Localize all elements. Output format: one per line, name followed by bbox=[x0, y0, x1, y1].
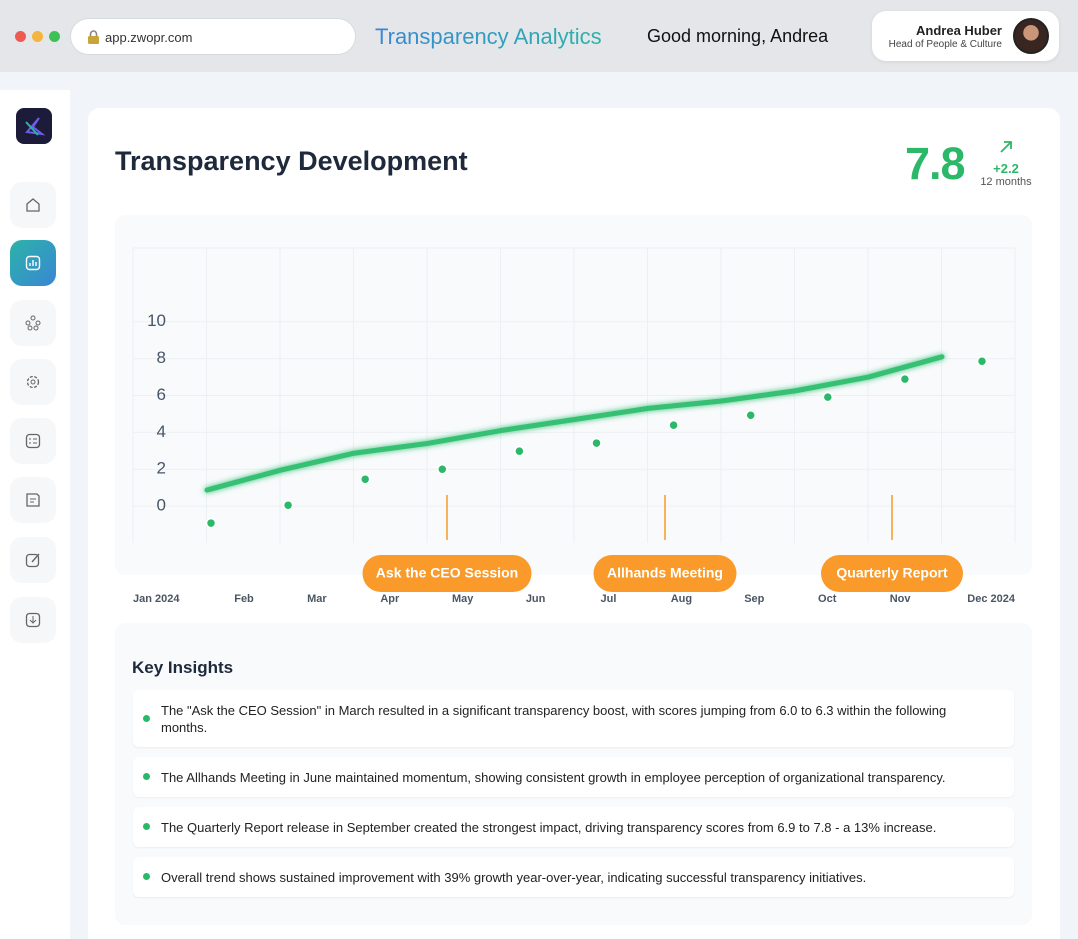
score-dot bbox=[899, 373, 911, 385]
x-tick-label: Mar bbox=[307, 593, 327, 605]
trend-line bbox=[204, 354, 945, 493]
score-dot bbox=[282, 499, 294, 511]
sidebar bbox=[0, 90, 70, 939]
score-dot bbox=[591, 437, 602, 449]
profile-card[interactable]: Andrea Huber Head of People & Culture bbox=[872, 11, 1059, 61]
avatar bbox=[1013, 18, 1049, 54]
y-tick-label: 2 bbox=[157, 459, 166, 478]
x-tick-label: Apr bbox=[380, 593, 400, 605]
insight-item: The Allhands Meeting in June maintained … bbox=[133, 757, 1014, 797]
score-dot bbox=[976, 355, 988, 367]
x-tick-label: Jun bbox=[526, 593, 546, 605]
y-tick-label: 8 bbox=[157, 348, 166, 367]
x-tick-label: Jul bbox=[601, 593, 617, 605]
app-title: Transparency Analytics bbox=[375, 24, 602, 49]
edit-icon bbox=[25, 553, 40, 568]
score-dot bbox=[205, 517, 217, 529]
insight-item: Overall trend shows sustained improvemen… bbox=[133, 857, 1014, 897]
event-pill bbox=[362, 555, 532, 592]
x-tick-label: Oct bbox=[818, 593, 837, 605]
nav-tasks[interactable] bbox=[10, 418, 56, 464]
event-label: Quarterly Report bbox=[836, 565, 948, 581]
insight-item: The "Ask the CEO Session" in March resul… bbox=[133, 690, 1014, 747]
settings-icon bbox=[26, 375, 40, 389]
logo[interactable] bbox=[16, 108, 52, 144]
nav-analytics[interactable] bbox=[10, 240, 56, 286]
logo-mark bbox=[25, 117, 46, 136]
x-tick-label: Dec 2024 bbox=[967, 593, 1016, 605]
score-change: +2.2 bbox=[993, 161, 1019, 176]
user-role: Head of People & Culture bbox=[888, 39, 1002, 50]
event-pill bbox=[821, 555, 963, 592]
tasks-icon bbox=[25, 433, 41, 449]
x-tick-label: Nov bbox=[890, 593, 912, 605]
score-dot bbox=[437, 464, 448, 475]
close-dot[interactable] bbox=[15, 31, 26, 42]
trend-arrow bbox=[1000, 141, 1012, 153]
nav-settings[interactable] bbox=[10, 359, 56, 405]
minimize-dot[interactable] bbox=[32, 31, 43, 42]
score-period: 12 months bbox=[980, 176, 1032, 188]
top-bar: app.zwopr.com Transparency Analytics Goo… bbox=[0, 0, 1078, 72]
user-name: Andrea Huber bbox=[916, 23, 1002, 38]
x-tick-label: Feb bbox=[234, 593, 254, 605]
score-dot bbox=[359, 473, 371, 485]
y-tick-label: 10 bbox=[147, 311, 166, 330]
event-label: Allhands Meeting bbox=[607, 565, 723, 581]
y-tick-label: 4 bbox=[157, 422, 166, 441]
notes-icon bbox=[26, 493, 40, 507]
insight-item: The Quarterly Report release in Septembe… bbox=[133, 807, 1014, 847]
lock-icon bbox=[88, 30, 99, 44]
card-title: Transparency Development bbox=[115, 146, 468, 176]
score-dot bbox=[668, 419, 679, 431]
url-text: app.zwopr.com bbox=[105, 30, 193, 45]
greeting: Good morning, Andrea bbox=[647, 26, 829, 46]
y-tick-label: 0 bbox=[157, 496, 166, 515]
nav-edit[interactable] bbox=[10, 537, 56, 583]
chart: 0 2 4 6 8 10 Jan 2024 Feb Mar Apr May Jun Jul Aug Sep O… bbox=[132, 247, 1016, 605]
x-tick-label: Jan 2024 bbox=[133, 593, 180, 605]
nav-download[interactable] bbox=[10, 597, 56, 643]
nav-team[interactable] bbox=[10, 300, 56, 346]
event-label: Ask the CEO Session bbox=[376, 565, 518, 581]
x-tick-label: May bbox=[452, 593, 474, 605]
analytics-icon bbox=[25, 255, 41, 271]
event-pill bbox=[593, 555, 737, 592]
url-bar[interactable]: app.zwopr.com bbox=[70, 18, 356, 55]
score: 7.8 bbox=[905, 138, 966, 189]
score-dot bbox=[745, 409, 756, 421]
team-icon bbox=[25, 315, 41, 331]
insights-title: Key Insights bbox=[132, 658, 234, 677]
maximize-dot[interactable] bbox=[49, 31, 60, 42]
nav-notes[interactable] bbox=[10, 477, 56, 523]
nav-home[interactable] bbox=[10, 182, 56, 228]
score-dot bbox=[822, 391, 834, 403]
score-dot bbox=[514, 445, 525, 457]
y-tick-label: 6 bbox=[157, 385, 166, 404]
home-icon bbox=[26, 198, 40, 212]
x-tick-label: Sep bbox=[744, 593, 764, 605]
download-icon bbox=[25, 612, 41, 628]
insights-panel: Key Insights The "Ask the CEO Session" i… bbox=[115, 623, 1032, 925]
x-tick-label: Aug bbox=[671, 593, 692, 605]
